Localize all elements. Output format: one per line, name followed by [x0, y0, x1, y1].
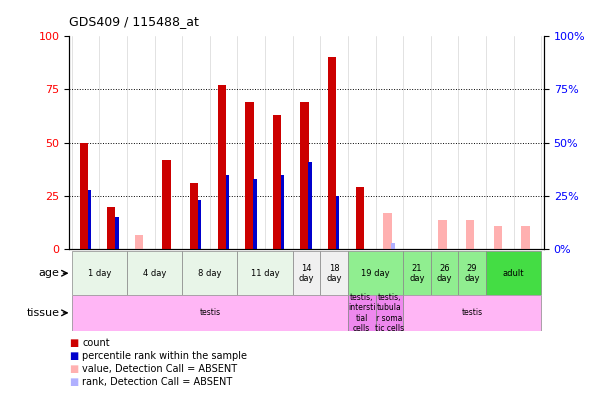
Text: adult: adult [503, 269, 524, 278]
Text: ■: ■ [69, 377, 78, 387]
Bar [72, 295, 348, 331]
Bar [493, 226, 502, 249]
Bar [245, 102, 254, 249]
Bar [348, 295, 376, 331]
Text: 19 day: 19 day [361, 269, 390, 278]
Text: tissue: tissue [26, 308, 59, 318]
Text: rank, Detection Call = ABSENT: rank, Detection Call = ABSENT [82, 377, 233, 387]
Text: value, Detection Call = ABSENT: value, Detection Call = ABSENT [82, 364, 237, 374]
Text: 29
day: 29 day [465, 264, 480, 283]
Text: testis,
tubula
r soma
tic cells: testis, tubula r soma tic cells [375, 293, 404, 333]
Bar [403, 251, 431, 295]
Text: testis,
intersti
tial
cells: testis, intersti tial cells [348, 293, 376, 333]
Text: 21
day: 21 day [409, 264, 425, 283]
Bar [320, 251, 348, 295]
Bar [308, 162, 312, 249]
Text: testis: testis [200, 308, 221, 317]
Bar [439, 219, 447, 249]
Bar [79, 143, 88, 249]
Bar [459, 251, 486, 295]
Bar [225, 175, 229, 249]
Text: ■: ■ [69, 350, 78, 361]
Text: GDS409 / 115488_at: GDS409 / 115488_at [69, 15, 199, 28]
Bar [218, 85, 226, 249]
Bar [281, 175, 284, 249]
Text: ■: ■ [69, 337, 78, 348]
Text: 18
day: 18 day [326, 264, 342, 283]
Bar [237, 251, 293, 295]
Text: testis: testis [462, 308, 483, 317]
Bar [486, 251, 541, 295]
Bar [348, 251, 403, 295]
Bar [182, 251, 237, 295]
Bar [72, 251, 127, 295]
Text: 14
day: 14 day [299, 264, 314, 283]
Bar [431, 251, 459, 295]
Bar [383, 213, 391, 249]
Bar [162, 160, 171, 249]
Bar [115, 217, 118, 249]
Text: 4 day: 4 day [143, 269, 166, 278]
Text: 11 day: 11 day [251, 269, 279, 278]
Bar [253, 179, 257, 249]
Bar [135, 234, 143, 249]
Bar [127, 251, 182, 295]
Bar [190, 183, 198, 249]
Text: 26
day: 26 day [437, 264, 453, 283]
Bar [300, 102, 309, 249]
Text: age: age [38, 268, 59, 278]
Text: 1 day: 1 day [88, 269, 111, 278]
Text: count: count [82, 337, 110, 348]
Text: 8 day: 8 day [198, 269, 222, 278]
Text: percentile rank within the sample: percentile rank within the sample [82, 350, 248, 361]
Bar [391, 243, 395, 249]
Bar [356, 187, 364, 249]
Bar [466, 219, 474, 249]
Bar [293, 251, 320, 295]
Bar [273, 115, 281, 249]
Bar [88, 190, 91, 249]
Text: ■: ■ [69, 364, 78, 374]
Bar [198, 200, 201, 249]
Bar [328, 57, 337, 249]
Bar [403, 295, 541, 331]
Bar [376, 295, 403, 331]
Bar [336, 196, 340, 249]
Bar [107, 207, 115, 249]
Bar [521, 226, 529, 249]
